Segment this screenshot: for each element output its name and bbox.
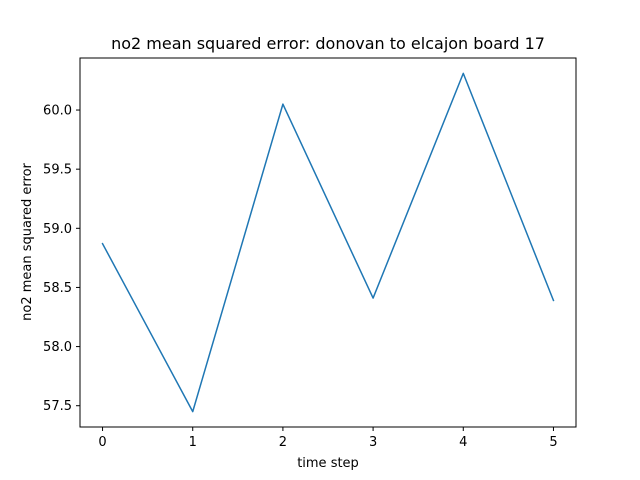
plot-area: [101, 72, 555, 413]
x-tick-label: 0: [98, 435, 106, 450]
y-tick-label: 58.5: [43, 281, 72, 296]
x-axis: 0 1 2 3 4 5: [98, 427, 558, 450]
y-axis: 57.5 58.0 58.5 59.0 59.5 60.0: [43, 104, 80, 414]
series-line: [101, 72, 555, 413]
y-tick-label: 58.0: [43, 340, 72, 355]
x-tick-label: 2: [279, 435, 287, 450]
y-axis-label: no2 mean squared error: [20, 162, 35, 320]
axes-frame: [79, 57, 577, 428]
x-tick-label: 1: [189, 435, 197, 450]
x-tick-label: 3: [369, 435, 377, 450]
y-tick-label: 59.5: [43, 163, 72, 178]
chart-title: no2 mean squared error: donovan to elcaj…: [111, 34, 545, 53]
y-tick-label: 60.0: [43, 104, 72, 119]
y-tick-label: 59.0: [43, 222, 72, 237]
x-tick-label: 5: [549, 435, 557, 450]
x-tick-label: 4: [459, 435, 467, 450]
x-axis-label: time step: [297, 456, 359, 471]
y-tick-label: 57.5: [43, 399, 72, 414]
